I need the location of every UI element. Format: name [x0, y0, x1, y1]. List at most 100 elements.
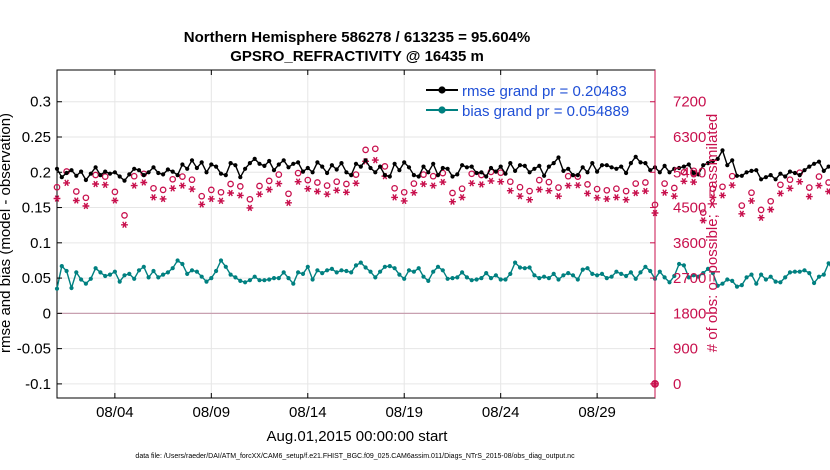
- y-tick-label: 0: [43, 305, 51, 322]
- bias-point: [300, 271, 306, 276]
- bias-point: [252, 274, 257, 279]
- bias-point: [556, 277, 561, 282]
- y-tick-label: 0.25: [22, 129, 51, 146]
- rmse-point: [363, 158, 368, 163]
- rmse-point: [792, 170, 798, 176]
- rmse-point: [194, 165, 199, 171]
- obs-assimilated-point: [506, 187, 514, 194]
- bias-point: [508, 271, 513, 276]
- rmse-point: [464, 165, 469, 170]
- rmse-point: [161, 172, 166, 177]
- obs-possible-point: [632, 180, 640, 187]
- bias-point: [455, 275, 460, 280]
- bias-point: [218, 258, 224, 263]
- obs-possible-point: [188, 176, 196, 184]
- obs-assimilated-point: [420, 180, 427, 188]
- bias-point: [305, 264, 310, 269]
- rmse-point: [358, 164, 363, 169]
- bias-point: [648, 268, 653, 274]
- obs-assimilated-point: [150, 194, 157, 201]
- obs-possible-point: [179, 173, 186, 180]
- obs-assimilated-point: [400, 197, 408, 205]
- rmse-point: [310, 170, 315, 175]
- rmse-point: [271, 168, 277, 173]
- legend-bias-label: bias grand pr = 0.054889: [462, 103, 629, 120]
- rmse-point: [79, 169, 84, 174]
- bias-point: [141, 264, 146, 269]
- rmse-point: [585, 170, 590, 175]
- bias-point: [127, 271, 132, 276]
- bias-point: [267, 277, 272, 282]
- obs-assimilated-point: [603, 195, 611, 203]
- obs-assimilated-point: [690, 178, 697, 186]
- rmse-point: [218, 171, 224, 176]
- bias-point: [59, 264, 64, 269]
- bias-point: [807, 271, 812, 276]
- rmse-point: [329, 163, 334, 168]
- bias-point: [797, 269, 802, 274]
- bias-point: [527, 265, 532, 270]
- obs-assimilated-point: [815, 182, 823, 189]
- chart-title: Northern Hemisphere 586278 / 613235 = 95…: [184, 29, 530, 46]
- obs-possible-point: [719, 183, 726, 191]
- rmse-point: [802, 168, 807, 173]
- y-tick-label: -0.1: [25, 376, 51, 393]
- obs-possible-point: [777, 181, 784, 189]
- rmse-point: [527, 170, 532, 175]
- obs-possible-point: [381, 163, 389, 170]
- obs-assimilated-point: [478, 181, 485, 188]
- obs-assimilated-point: [680, 177, 688, 185]
- rmse-point: [392, 161, 397, 166]
- obs-possible-point: [323, 182, 331, 189]
- obs-assimilated-point: [439, 178, 447, 186]
- obs-possible-point: [217, 188, 225, 196]
- obs-possible-point: [207, 186, 215, 194]
- legend-bias-marker: [438, 106, 446, 114]
- rmse-point: [450, 174, 455, 179]
- bias-point: [69, 285, 74, 291]
- rmse-point: [580, 165, 585, 170]
- rmse-point: [503, 171, 508, 176]
- rmse-point: [778, 171, 783, 176]
- obs-assimilated-point: [632, 189, 640, 197]
- bias-point: [281, 270, 286, 275]
- obs-assimilated-point: [796, 178, 804, 185]
- rmse-point: [498, 164, 503, 169]
- x-tick-label: 08/04: [96, 404, 134, 421]
- bias-point: [387, 264, 392, 269]
- obs-assimilated-point: [294, 178, 302, 185]
- rmse-point: [725, 163, 730, 168]
- rmse-point: [493, 169, 498, 174]
- bias-point: [619, 271, 624, 276]
- bias-point: [132, 276, 137, 281]
- obs-possible-point: [506, 178, 514, 186]
- bias-point: [749, 272, 754, 277]
- obs-possible-point: [333, 178, 341, 186]
- rmse-point: [667, 170, 672, 175]
- data-file-footnote: data file: /Users/raeder/DAI/ATM_forcXX/…: [135, 453, 575, 460]
- bias-point: [402, 276, 407, 281]
- obs-possible-point: [449, 189, 456, 197]
- bias-point: [98, 270, 103, 275]
- x-tick-label: 08/29: [578, 404, 616, 421]
- y-tick-label: 0.05: [22, 270, 51, 287]
- obs-assimilated-point: [497, 178, 505, 185]
- y-tick-label: 0.2: [30, 164, 51, 181]
- bias-point: [759, 272, 764, 277]
- rmse-point: [59, 175, 64, 180]
- x-tick-label: 08/19: [385, 404, 423, 421]
- bias-point: [469, 278, 474, 283]
- obs-possible-point: [728, 172, 736, 180]
- rmse-point: [315, 160, 320, 165]
- obs-possible-point: [535, 176, 543, 184]
- obs-assimilated-point: [786, 185, 794, 192]
- bias-point: [802, 268, 807, 273]
- rmse-point: [141, 173, 146, 178]
- bias-point: [503, 277, 508, 282]
- rmse-point: [488, 165, 494, 171]
- rmse-point: [537, 163, 542, 168]
- bias-point: [575, 277, 580, 282]
- rmse-point: [368, 165, 373, 171]
- bias-point: [725, 277, 730, 282]
- rmse-point: [296, 160, 301, 165]
